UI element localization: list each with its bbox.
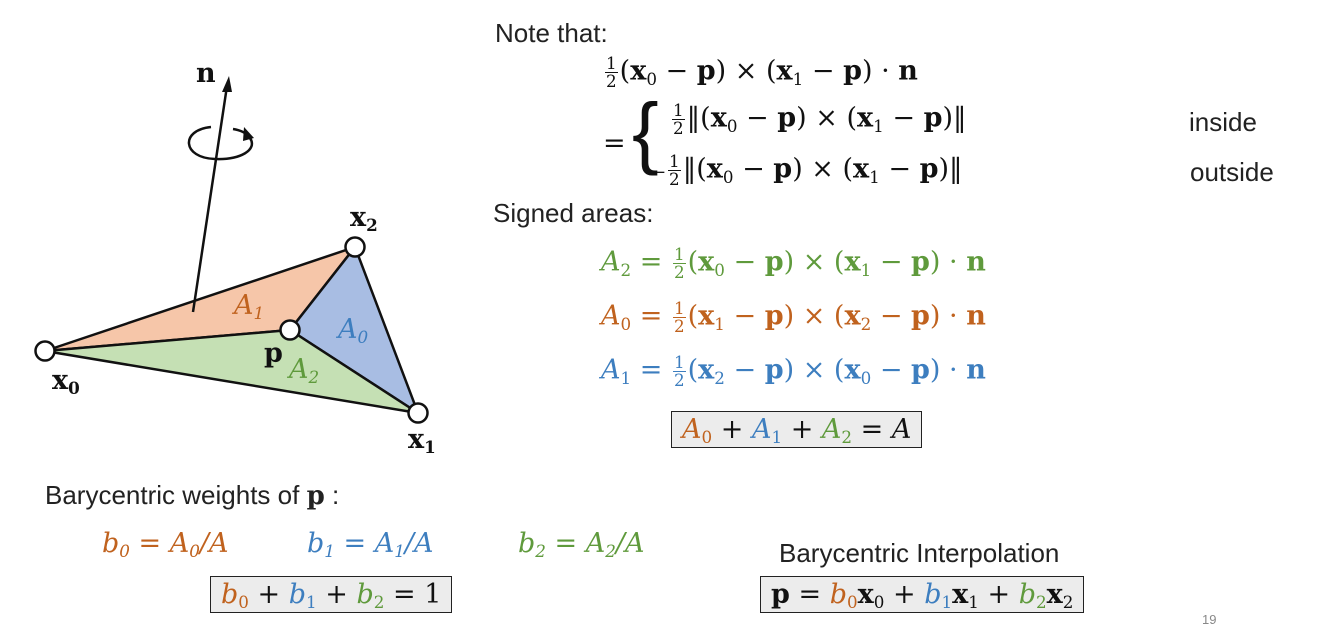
vertex-x1 [407,402,429,424]
a0-label: A0 [338,314,369,348]
normal-arrow [191,85,229,313]
normal-label: n [196,58,216,89]
outside-label: outside [1190,157,1274,187]
x2-label: x2 [350,202,378,236]
b1-formula: b1 = A1/A [307,528,434,562]
a1-label: A1 [234,290,265,324]
p-label: p [264,338,283,369]
vertex-x0 [34,340,56,362]
b2-formula: b2 = A2/A [518,528,645,562]
signed-areas-heading: Signed areas: [493,198,654,228]
interpolation-heading: Barycentric Interpolation [779,538,1060,568]
page-number: 19 [1202,612,1217,627]
x0-label: x0 [52,365,80,399]
equals-sign: = [603,128,626,159]
rotation-arrow-icon [187,125,254,161]
a1-formula: A1 = 1 2 (x2 − p) × (x0 − p) · n [601,352,986,390]
inside-label: inside [1189,107,1257,137]
a2-formula: A2 = 1 2 (x0 − p) × (x1 − p) · n [601,244,986,282]
area-sum-box: A0 + A1 + A2 = A [671,411,923,448]
a2-label: A2 [289,354,320,388]
interpolation-formula-box: p = b0x0 + b1x1 + b2x2 [760,576,1085,613]
point-p [279,319,301,341]
weight-sum-box: b0 + b1 + b2 = 1 [210,576,453,613]
x1-label: x1 [408,424,436,458]
a0-formula: A0 = 1 2 (x1 − p) × (x2 − p) · n [601,298,986,336]
triangle-figure [34,76,429,424]
vertex-x2 [344,236,366,258]
outside-formula: −1 2 ‖(x0 − p) × (x1 − p)‖ [652,151,963,189]
b0-formula: b0 = A0/A [102,528,229,562]
left-brace: { [632,87,659,176]
note-heading: Note that: [495,18,608,48]
region-a2 [44,328,419,415]
barycentric-weights-heading: Barycentric weights of p : [45,480,340,511]
inside-formula: 1 2 ‖(x0 − p) × (x1 − p)‖ [672,100,967,138]
dot-product-formula: 1 2 (x0 − p) × (x1 − p) · n [605,53,918,91]
normal-arrowhead [222,76,232,92]
